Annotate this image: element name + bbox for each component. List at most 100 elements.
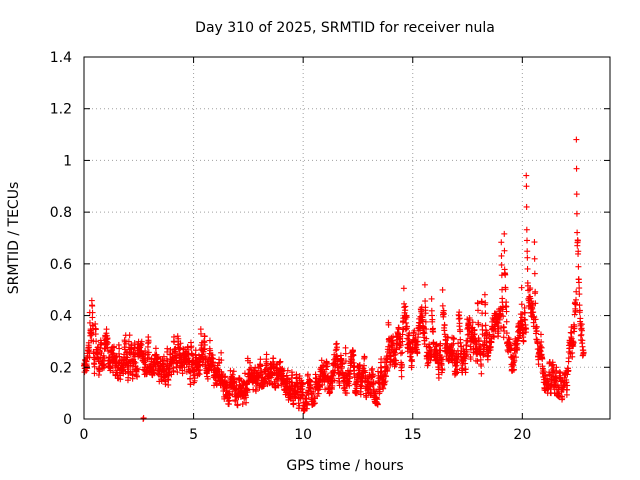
data-point: [110, 343, 117, 350]
data-point: [165, 377, 172, 384]
data-point: [117, 376, 124, 383]
data-point: [524, 254, 531, 261]
data-point: [171, 339, 178, 346]
data-point: [439, 286, 446, 293]
data-point: [498, 261, 505, 268]
data-point: [532, 288, 539, 295]
data-point: [239, 401, 246, 408]
y-tick-label: 0.4: [50, 309, 72, 325]
x-tick-label: 15: [404, 427, 422, 443]
data-point: [482, 310, 489, 317]
data-point: [125, 338, 132, 345]
data-point: [187, 381, 194, 388]
data-point: [440, 310, 447, 317]
data-point: [462, 366, 469, 373]
data-point: [421, 281, 428, 288]
data-point: [116, 345, 123, 352]
x-axis-label: GPS time / hours: [286, 458, 403, 474]
x-tick-label: 5: [189, 427, 198, 443]
data-point: [422, 298, 429, 305]
data-point: [222, 373, 229, 380]
data-point: [210, 359, 217, 366]
data-point: [342, 344, 349, 351]
data-point: [204, 375, 211, 382]
data-point: [191, 377, 198, 384]
x-tick-label: 10: [294, 427, 312, 443]
data-point: [369, 365, 376, 372]
data-point: [201, 341, 208, 348]
data-points: [81, 136, 587, 422]
data-point: [230, 368, 237, 375]
data-point: [192, 347, 199, 354]
data-point: [103, 326, 110, 333]
data-point: [397, 350, 404, 357]
data-point: [521, 309, 528, 316]
data-point: [501, 247, 508, 254]
data-point: [89, 309, 96, 316]
data-point: [523, 203, 530, 210]
data-point: [573, 210, 580, 217]
chart-title: Day 310 of 2025, SRMTID for receiver nul…: [195, 20, 495, 36]
data-point: [575, 263, 582, 270]
y-tick-label: 1: [63, 153, 72, 169]
data-point: [361, 354, 368, 361]
data-point: [106, 364, 113, 371]
data-point: [533, 323, 540, 330]
data-point: [537, 331, 544, 338]
data-point: [93, 338, 100, 345]
data-point: [138, 338, 145, 345]
data-point: [141, 357, 148, 364]
data-point: [201, 346, 208, 353]
data-point: [478, 370, 485, 377]
data-point: [179, 370, 186, 377]
data-point: [242, 394, 249, 401]
data-point: [107, 365, 114, 372]
data-point: [177, 340, 184, 347]
data-point: [116, 353, 123, 360]
data-point: [218, 349, 225, 356]
data-point: [435, 374, 442, 381]
data-point: [218, 357, 225, 364]
data-point: [577, 315, 584, 322]
data-point: [400, 285, 407, 292]
data-point: [509, 367, 516, 374]
data-point: [196, 371, 203, 378]
data-point: [270, 355, 277, 362]
data-point: [207, 347, 214, 354]
data-point: [421, 330, 428, 337]
y-tick-label: 0.8: [50, 205, 72, 221]
data-point: [357, 391, 364, 398]
data-point: [166, 365, 173, 372]
y-axis-label: SRMTID / TECUs: [6, 182, 22, 295]
y-tick-label: 0.2: [50, 360, 72, 376]
data-point: [104, 339, 111, 346]
data-point: [398, 373, 405, 380]
y-tick-label: 1.4: [50, 50, 72, 66]
grid-lines: [84, 57, 610, 419]
data-point: [503, 318, 510, 325]
data-point: [202, 353, 209, 360]
data-point: [101, 355, 108, 362]
data-point: [164, 345, 171, 352]
data-point: [227, 367, 234, 374]
data-point: [252, 364, 259, 371]
data-point: [88, 331, 95, 338]
data-point: [263, 351, 270, 358]
data-point: [474, 358, 481, 365]
data-point: [573, 165, 580, 172]
data-point: [518, 301, 525, 308]
data-point: [524, 248, 531, 255]
data-point: [188, 343, 195, 350]
data-point: [246, 366, 253, 373]
data-point: [229, 391, 236, 398]
data-point: [498, 252, 505, 259]
data-point: [252, 388, 259, 395]
y-tick-label: 0: [63, 412, 72, 428]
data-point: [125, 374, 132, 381]
data-point: [556, 368, 563, 375]
data-point: [201, 339, 208, 346]
data-point: [290, 401, 297, 408]
data-point: [89, 302, 96, 309]
data-point: [180, 345, 187, 352]
data-point: [524, 265, 531, 272]
